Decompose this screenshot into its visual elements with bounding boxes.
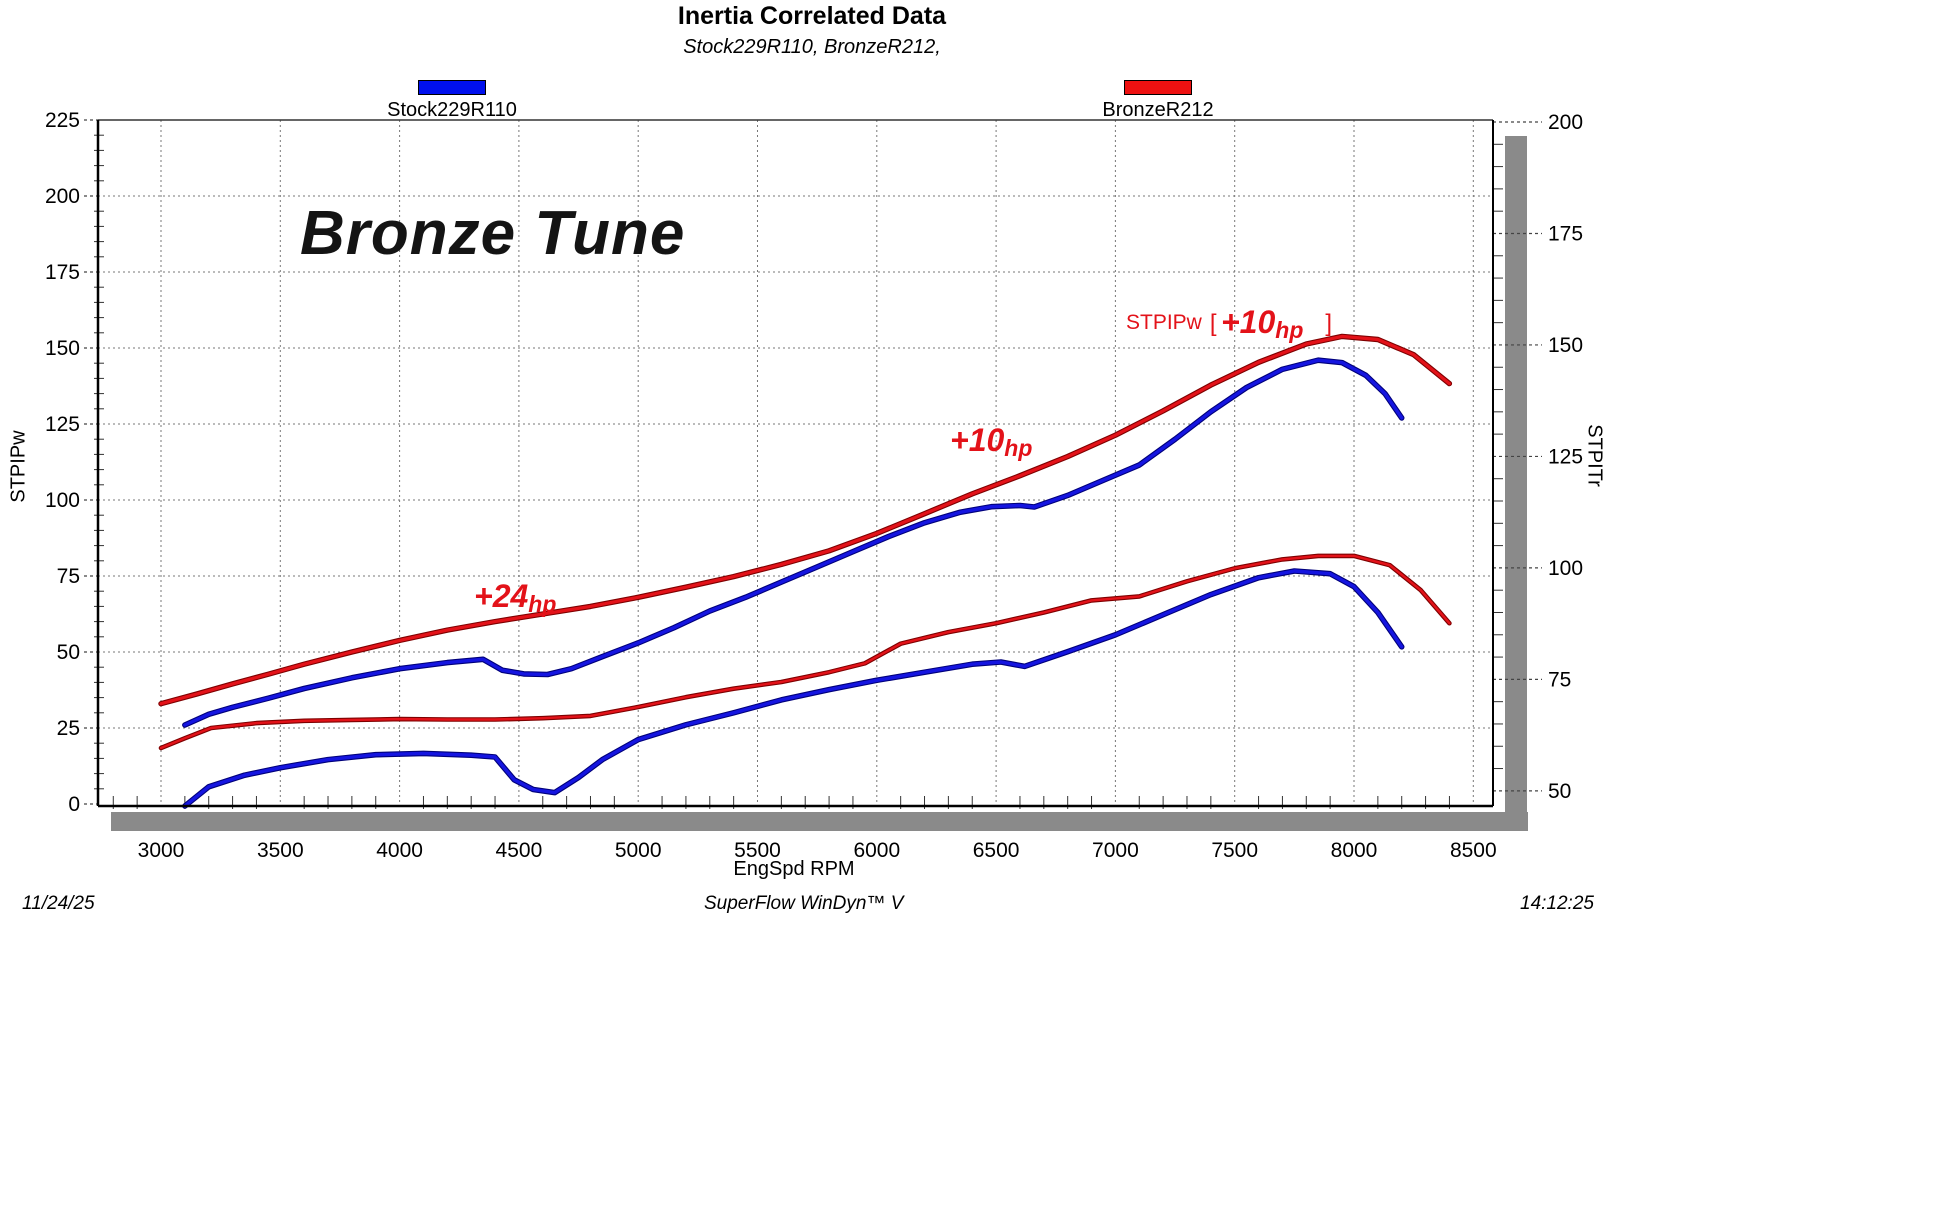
x-axis-title: EngSpd RPM: [733, 858, 855, 880]
gain-low-unit: hp: [528, 591, 557, 617]
tick-label: 225: [45, 109, 80, 132]
tick-label: 6500: [973, 839, 1020, 862]
footer-time: 14:12:25: [1520, 893, 1594, 914]
tick-label: 100: [45, 489, 80, 512]
series: [158, 333, 1453, 809]
tick-labels: 0 25 50 75 100 125 150 175 200 225 50 75 100 125 150 17…: [45, 109, 1583, 862]
tick-label: 175: [1548, 222, 1583, 245]
tick-label: 50: [1548, 780, 1571, 803]
page-title: Inertia Correlated Data: [677, 2, 947, 30]
tick-label: 8000: [1331, 839, 1378, 862]
gain-peak-bracket-open: [: [1209, 310, 1217, 337]
footer-date: 11/24/25: [22, 893, 95, 914]
tick-label: 125: [1548, 445, 1583, 468]
page-subtitle: Stock229R110, BronzeR212,: [683, 36, 941, 58]
gridlines: [98, 120, 1493, 806]
annotation-gain-low: +24hp: [474, 578, 557, 617]
gain-peak-bracket-close: ]: [1325, 310, 1333, 337]
tick-label: 4000: [376, 839, 423, 862]
tick-label: 5500: [734, 839, 781, 862]
series-stock229r110-stpitr: [182, 568, 1405, 809]
tick-label: 175: [45, 261, 80, 284]
tick-label: 8500: [1450, 839, 1497, 862]
annotation-gain-peak: STPIPw [ +10hp]: [1126, 304, 1333, 343]
footer-app-name: SuperFlow WinDyn™ V: [704, 893, 904, 914]
gain-mid-value: +10: [950, 422, 1005, 458]
legend-swatch-stock: [418, 80, 486, 95]
watermark-text: Bronze Tune: [300, 199, 686, 268]
tick-label: 0: [68, 793, 80, 816]
tick-label: 5000: [615, 839, 662, 862]
series-stock229r110-stpipw: [182, 357, 1405, 728]
legend-label-stock: Stock229R110: [387, 99, 517, 121]
series-bronzer212-stpitr: [158, 553, 1452, 751]
gain-mid-unit: hp: [1004, 435, 1033, 461]
gain-peak-channel: STPIPw: [1126, 311, 1202, 334]
plot-shadow: [111, 136, 1528, 831]
tick-label: 150: [45, 337, 80, 360]
right-axis-title: STPITr: [1583, 424, 1606, 487]
tick-label: 200: [1548, 111, 1583, 134]
legend-label-bronze: BronzeR212: [1102, 99, 1214, 121]
left-axis-title: STPIPw: [7, 430, 30, 503]
series-bronzer212-stpipw: [158, 333, 1453, 707]
tick-label: 6000: [853, 839, 900, 862]
tick-label: 50: [57, 641, 80, 664]
tick-label: 125: [45, 413, 80, 436]
tick-label: 150: [1548, 334, 1583, 357]
legend-swatch-bronze: [1124, 80, 1192, 95]
gain-peak-value: +10: [1220, 304, 1276, 340]
tick-label: 25: [57, 717, 80, 740]
tick-label: 75: [57, 565, 80, 588]
tick-label: 75: [1548, 668, 1571, 691]
tick-label: 7500: [1211, 839, 1258, 862]
gain-peak-unit: hp: [1275, 317, 1304, 343]
annotation-gain-mid: +10hp: [950, 422, 1033, 461]
tick-label: 100: [1548, 557, 1583, 580]
tick-label: 3000: [138, 839, 185, 862]
legend-item-stock: Stock229R110: [376, 78, 528, 122]
tick-label: 200: [45, 185, 80, 208]
tick-label: 7000: [1092, 839, 1139, 862]
plot-frame: [96, 119, 1494, 808]
tick-label: 3500: [257, 839, 304, 862]
gain-low-value: +24: [474, 578, 529, 614]
legend-item-bronze: BronzeR212: [1090, 78, 1226, 122]
tick-label: 4500: [496, 839, 543, 862]
